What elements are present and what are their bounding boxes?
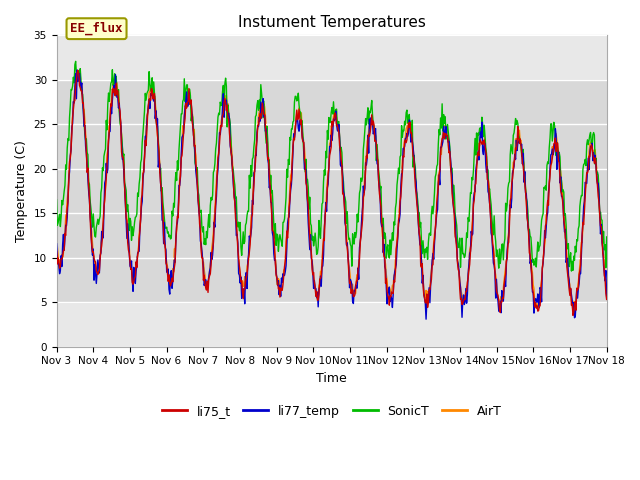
X-axis label: Time: Time — [316, 372, 347, 385]
Text: EE_flux: EE_flux — [70, 22, 123, 36]
Y-axis label: Temperature (C): Temperature (C) — [15, 140, 28, 242]
Title: Instument Temperatures: Instument Temperatures — [237, 15, 426, 30]
Bar — [56, 80, 607, 302]
Legend: li75_t, li77_temp, SonicT, AirT: li75_t, li77_temp, SonicT, AirT — [157, 400, 507, 423]
